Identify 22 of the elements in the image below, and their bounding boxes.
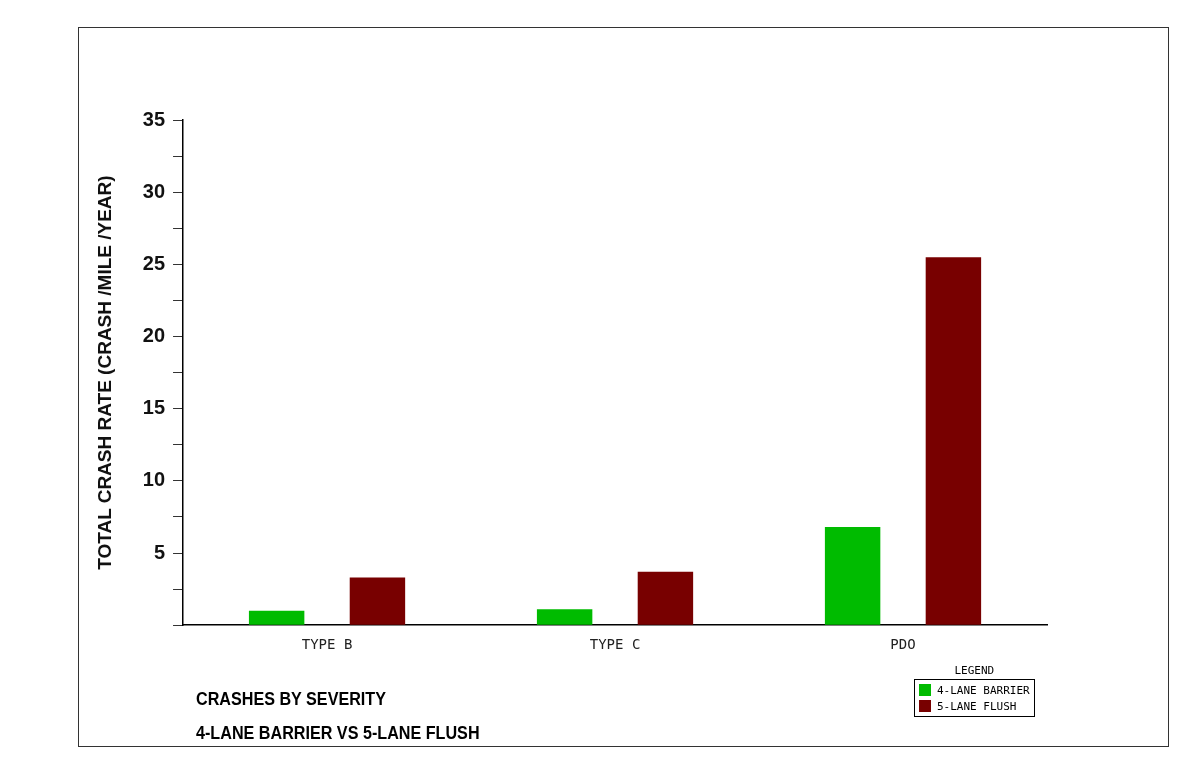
y-tick-label: 15 [142,396,166,419]
y-axis-title: TOTAL CRASH RATE (CRASH /MILE /YEAR) [93,175,115,570]
y-tick-label: 5 [153,540,166,563]
legend-label: 5-LANE FLUSH [937,699,1017,713]
legend-label: 4-LANE BARRIER [937,683,1030,697]
bar [637,571,694,625]
legend-title: LEGEND [953,664,996,677]
x-tick-label: TYPE B [301,636,353,653]
text: 4-LANE BARRIER VS 5-LANE FLUSH [196,721,480,745]
bar [536,609,593,625]
x-tick-label: TYPE C [589,636,641,653]
y-tick-label: 25 [142,251,166,274]
text: CRASHES BY SEVERITY [196,687,387,711]
bar [824,527,881,625]
x-tick-label: PDO [890,636,916,653]
y-tick-label: 35 [142,107,166,130]
bar [925,257,982,625]
bar [248,610,305,625]
bar [349,577,406,625]
y-tick-label: 20 [142,324,166,347]
y-tick-label: 10 [142,468,166,491]
y-tick-label: 30 [142,179,166,202]
